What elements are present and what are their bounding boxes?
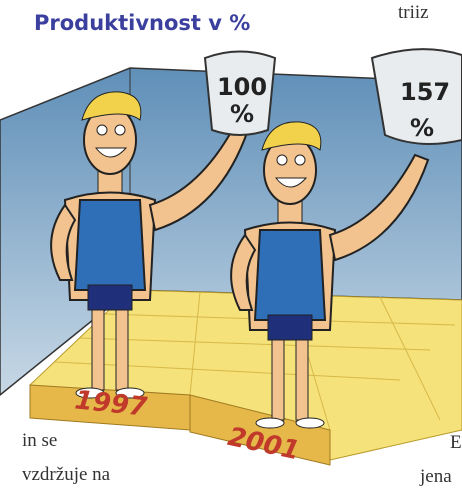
value-2: 157 bbox=[400, 78, 450, 106]
infographic: 100 % 157 % 1997 2001 Produktivnost v % … bbox=[0, 0, 462, 493]
unit-1: % bbox=[230, 100, 254, 128]
text-fragment: E bbox=[450, 432, 462, 453]
page: {"header": {"title": "Produktivnost v %"… bbox=[0, 0, 462, 493]
text-fragment: in se bbox=[22, 430, 57, 451]
value-1: 100 bbox=[217, 73, 267, 101]
text-fragment: jena bbox=[419, 466, 452, 487]
text-fragment: triiz bbox=[398, 2, 429, 23]
title: Produktivnost v % bbox=[34, 11, 250, 35]
text-fragment: vzdržuje na bbox=[22, 464, 111, 485]
body: 100 % 157 % 1997 2001 Produktivnost v % … bbox=[0, 0, 462, 493]
unit-2: % bbox=[410, 114, 434, 142]
